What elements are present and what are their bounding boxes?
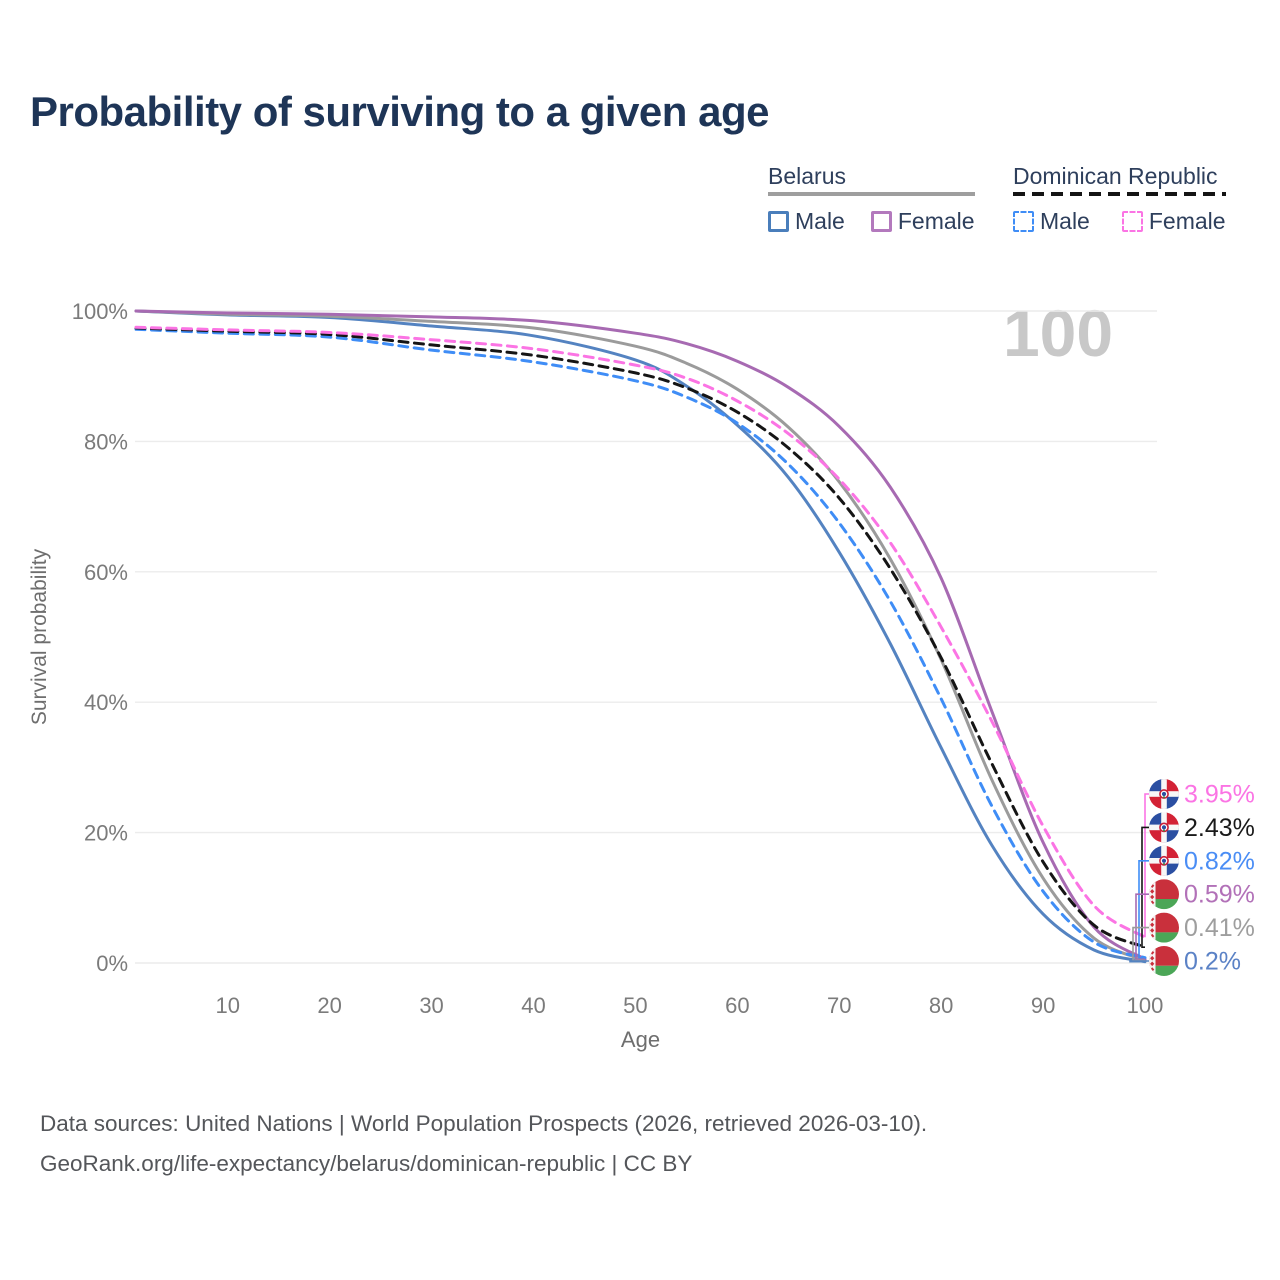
y-axis-title: Survival probability (28, 548, 51, 725)
legend-item-label: Male (795, 208, 845, 234)
y-tick-label: 100% (72, 299, 128, 324)
caption-line-2: GeoRank.org/life-expectancy/belarus/domi… (40, 1151, 693, 1176)
y-tick-label: 40% (84, 690, 128, 715)
curve-belarus-female[interactable] (134, 309, 1147, 961)
end-label-value: 2.43% (1184, 814, 1255, 842)
y-tick-label: 20% (84, 821, 128, 846)
belarus-female-swatch-icon (870, 211, 892, 232)
end-label-connector (1135, 893, 1149, 960)
dominican-republic-flag-icon (1149, 779, 1179, 809)
belarus-flag-icon (1149, 946, 1179, 976)
legend-item-label: Male (1040, 208, 1090, 234)
legend-item-dominican-female[interactable]: Female (1121, 208, 1226, 235)
legend-item-belarus-male[interactable]: Male (768, 208, 845, 235)
end-label-value: 0.59% (1184, 881, 1255, 909)
chart-legend: Belarus Male Female Dominican Republic M… (0, 163, 1280, 243)
curve-belarus-male[interactable] (134, 309, 1147, 964)
x-tick-label: 40 (521, 993, 545, 1018)
end-label-value: 3.95% (1184, 781, 1255, 809)
x-tick-label: 60 (725, 993, 749, 1018)
x-tick-label: 90 (1031, 993, 1055, 1018)
y-tick-label: 0% (96, 951, 128, 976)
end-label-value: 0.82% (1184, 847, 1255, 875)
legend-item-belarus-female[interactable]: Female (870, 208, 975, 235)
x-tick-label: 20 (317, 993, 341, 1018)
x-tick-label: 30 (419, 993, 443, 1018)
belarus-flag-icon (1149, 912, 1179, 943)
end-label-connector (1141, 826, 1149, 948)
data-source-caption: Data sources: United Nations | World Pop… (40, 1104, 927, 1184)
legend-dashed-line-sample (1013, 192, 1226, 196)
legend-item-label: Female (897, 208, 975, 234)
x-tick-label: 100 (1127, 993, 1164, 1018)
curve-dominican-republic-female[interactable] (134, 325, 1147, 939)
curve-dominican-republic-average[interactable] (134, 326, 1147, 949)
legend-item-dominican-male[interactable]: Male (1013, 208, 1090, 235)
y-tick-label: 80% (84, 429, 128, 454)
belarus-flag-icon (1149, 879, 1179, 910)
caption-line-1: Data sources: United Nations | World Pop… (40, 1111, 928, 1136)
x-tick-label: 10 (215, 993, 239, 1018)
legend-group-belarus: Belarus Male Female (768, 163, 975, 235)
curve-dominican-republic-male[interactable] (134, 327, 1147, 960)
legend-solid-line-sample (768, 192, 975, 196)
legend-item-label: Female (1148, 208, 1226, 234)
dominican-male-swatch-icon (1013, 211, 1034, 232)
end-label-connector (1138, 860, 1149, 959)
y-tick-label: 60% (84, 560, 128, 585)
legend-country-dominican-republic: Dominican Republic (1013, 163, 1218, 189)
end-label-value: 0.2% (1184, 948, 1241, 976)
curve-belarus-average[interactable] (134, 309, 1147, 962)
x-axis-title: Age (621, 1027, 660, 1052)
age-watermark: 100 (1003, 296, 1113, 370)
x-tick-label: 70 (827, 993, 851, 1018)
x-tick-label: 80 (929, 993, 953, 1018)
end-label-connector (1129, 960, 1149, 963)
end-label-value: 0.41% (1184, 914, 1255, 942)
dominican-female-swatch-icon (1121, 211, 1143, 232)
dominican-republic-flag-icon (1149, 845, 1179, 876)
x-tick-label: 50 (623, 993, 647, 1018)
legend-group-dominican-republic: Dominican Republic Male Female (1013, 163, 1226, 235)
legend-country-belarus: Belarus (768, 163, 846, 189)
page-title: Probability of surviving to a given age (30, 88, 769, 135)
end-label-connector (1144, 793, 1149, 938)
belarus-male-swatch-icon (768, 211, 789, 232)
dominican-republic-flag-icon (1149, 812, 1179, 843)
